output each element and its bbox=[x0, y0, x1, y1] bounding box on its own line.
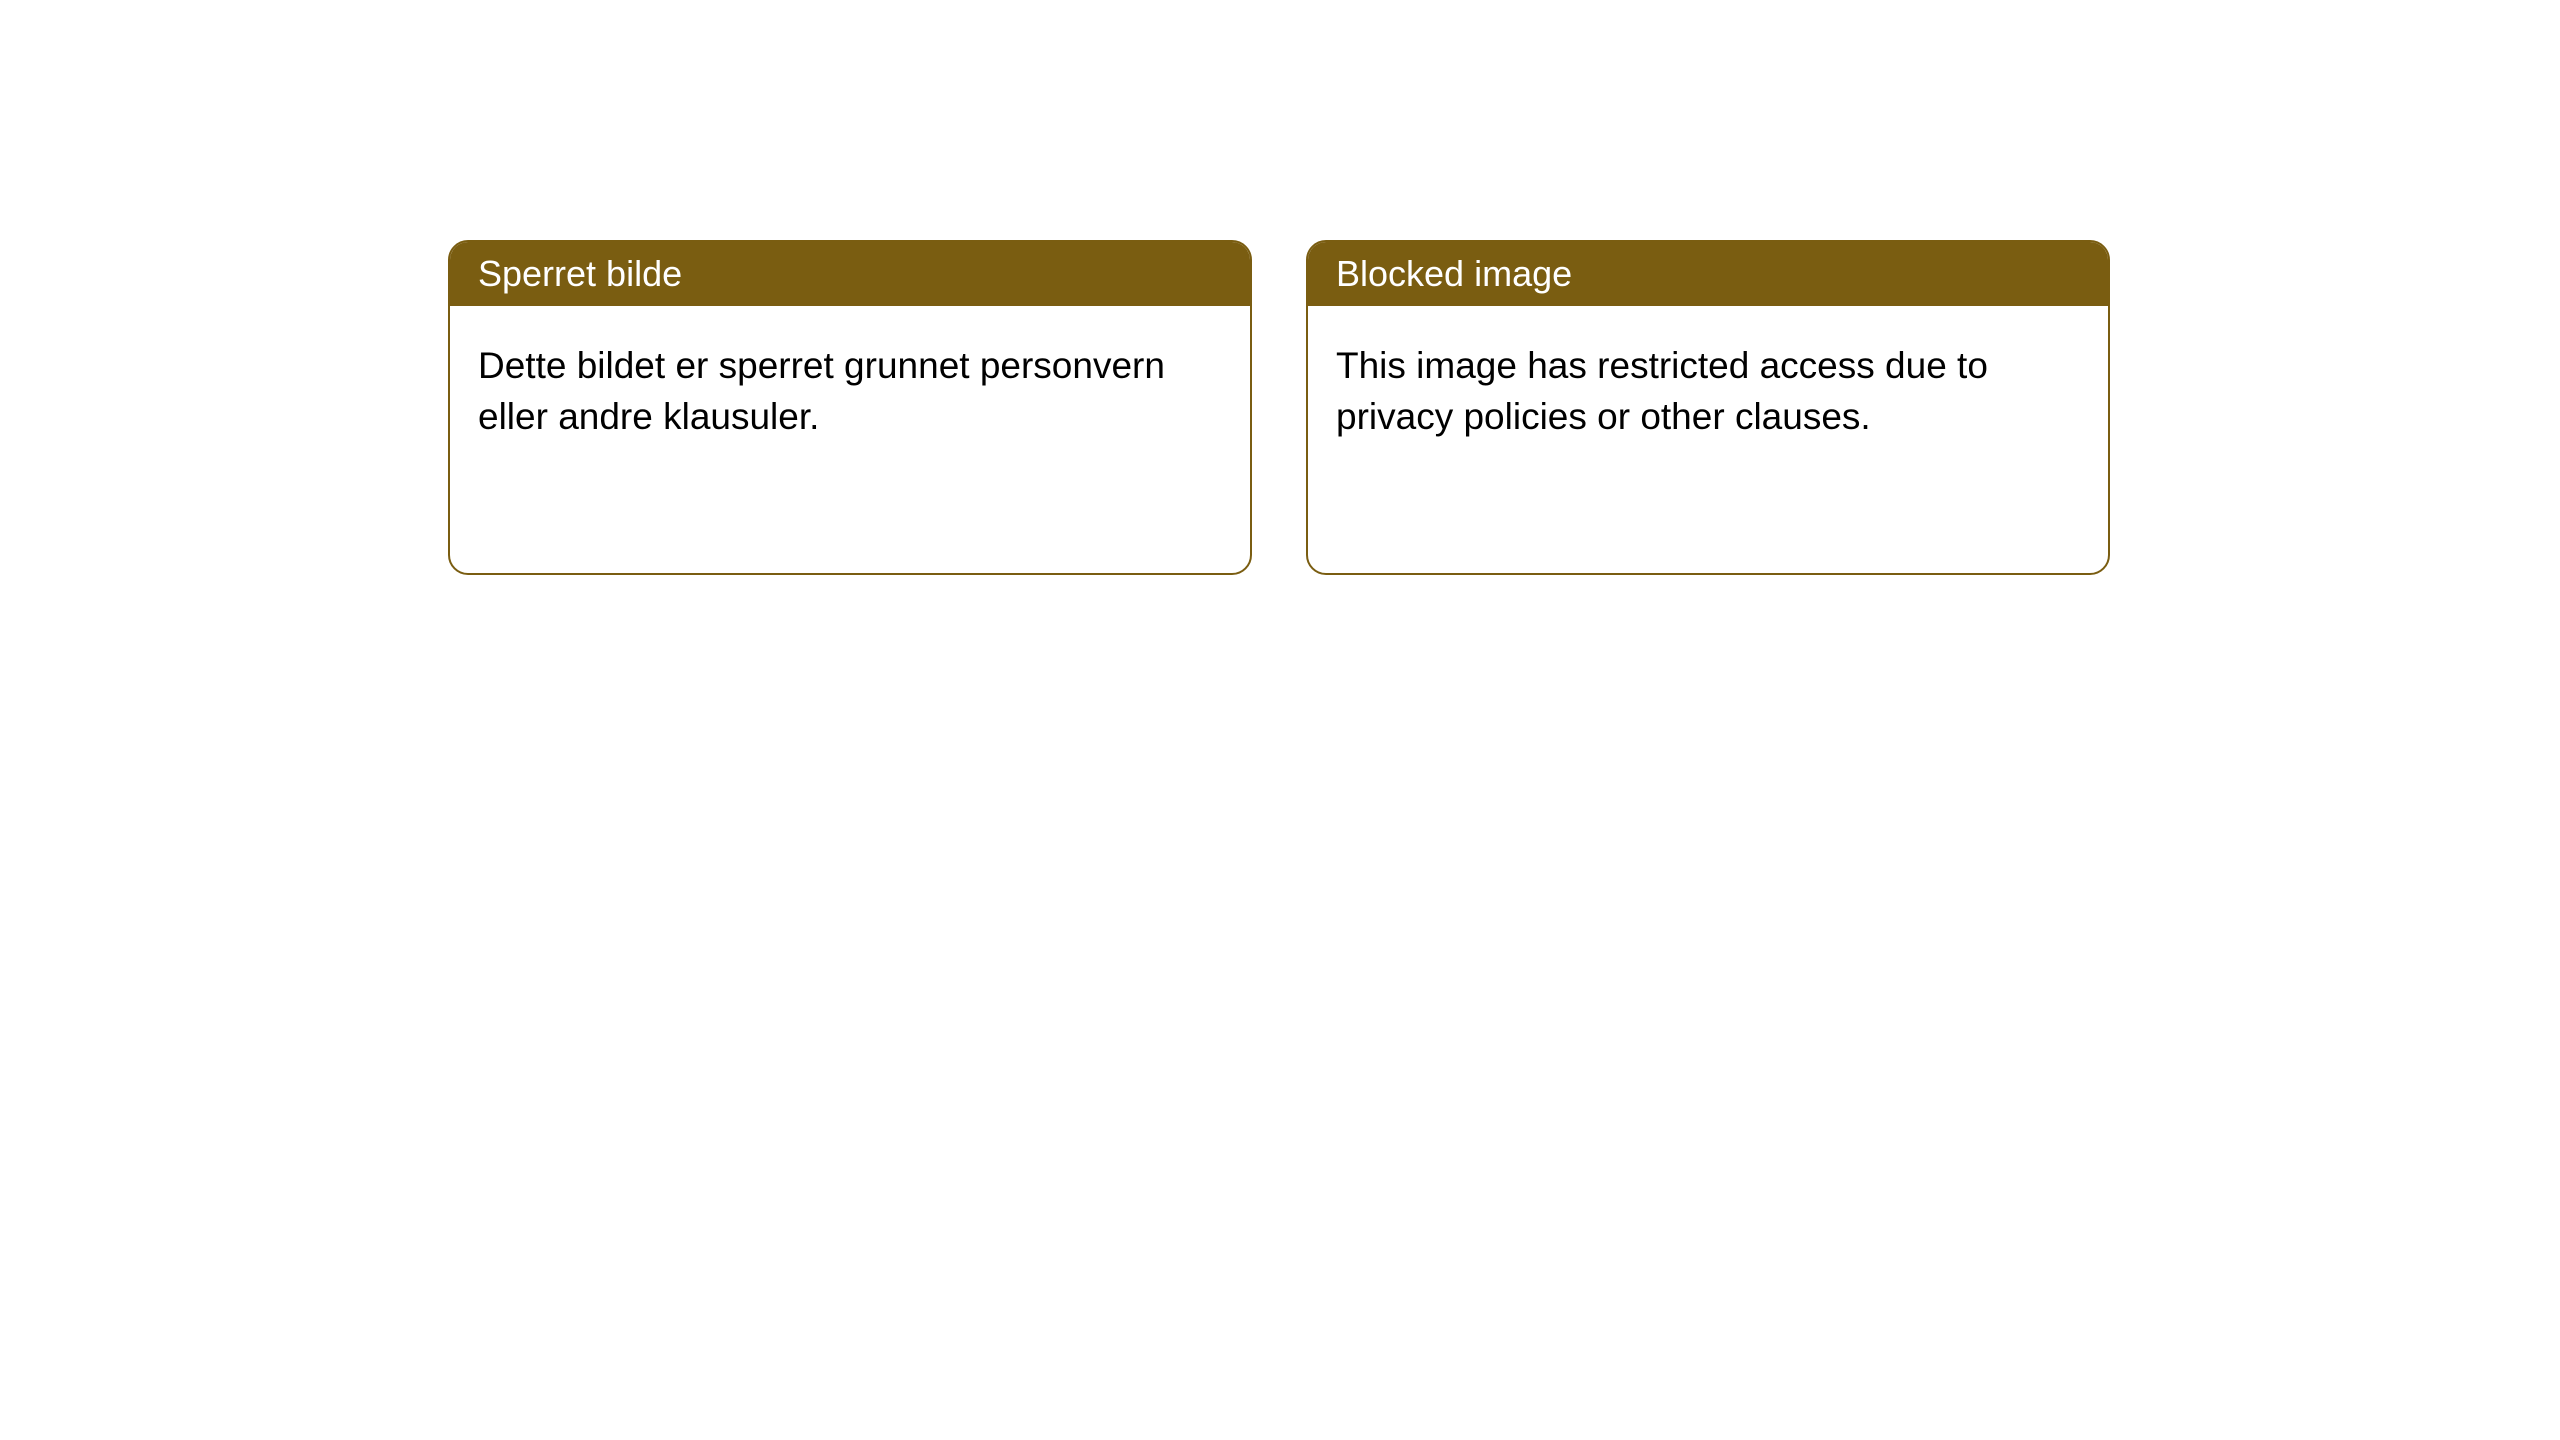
blocked-image-card-no: Sperret bilde Dette bildet er sperret gr… bbox=[448, 240, 1252, 575]
notice-cards-row: Sperret bilde Dette bildet er sperret gr… bbox=[0, 0, 2560, 575]
blocked-image-card-title-no: Sperret bilde bbox=[450, 242, 1250, 306]
blocked-image-card-en: Blocked image This image has restricted … bbox=[1306, 240, 2110, 575]
blocked-image-card-title-en: Blocked image bbox=[1308, 242, 2108, 306]
blocked-image-card-body-en: This image has restricted access due to … bbox=[1308, 306, 2108, 470]
blocked-image-card-body-no: Dette bildet er sperret grunnet personve… bbox=[450, 306, 1250, 470]
